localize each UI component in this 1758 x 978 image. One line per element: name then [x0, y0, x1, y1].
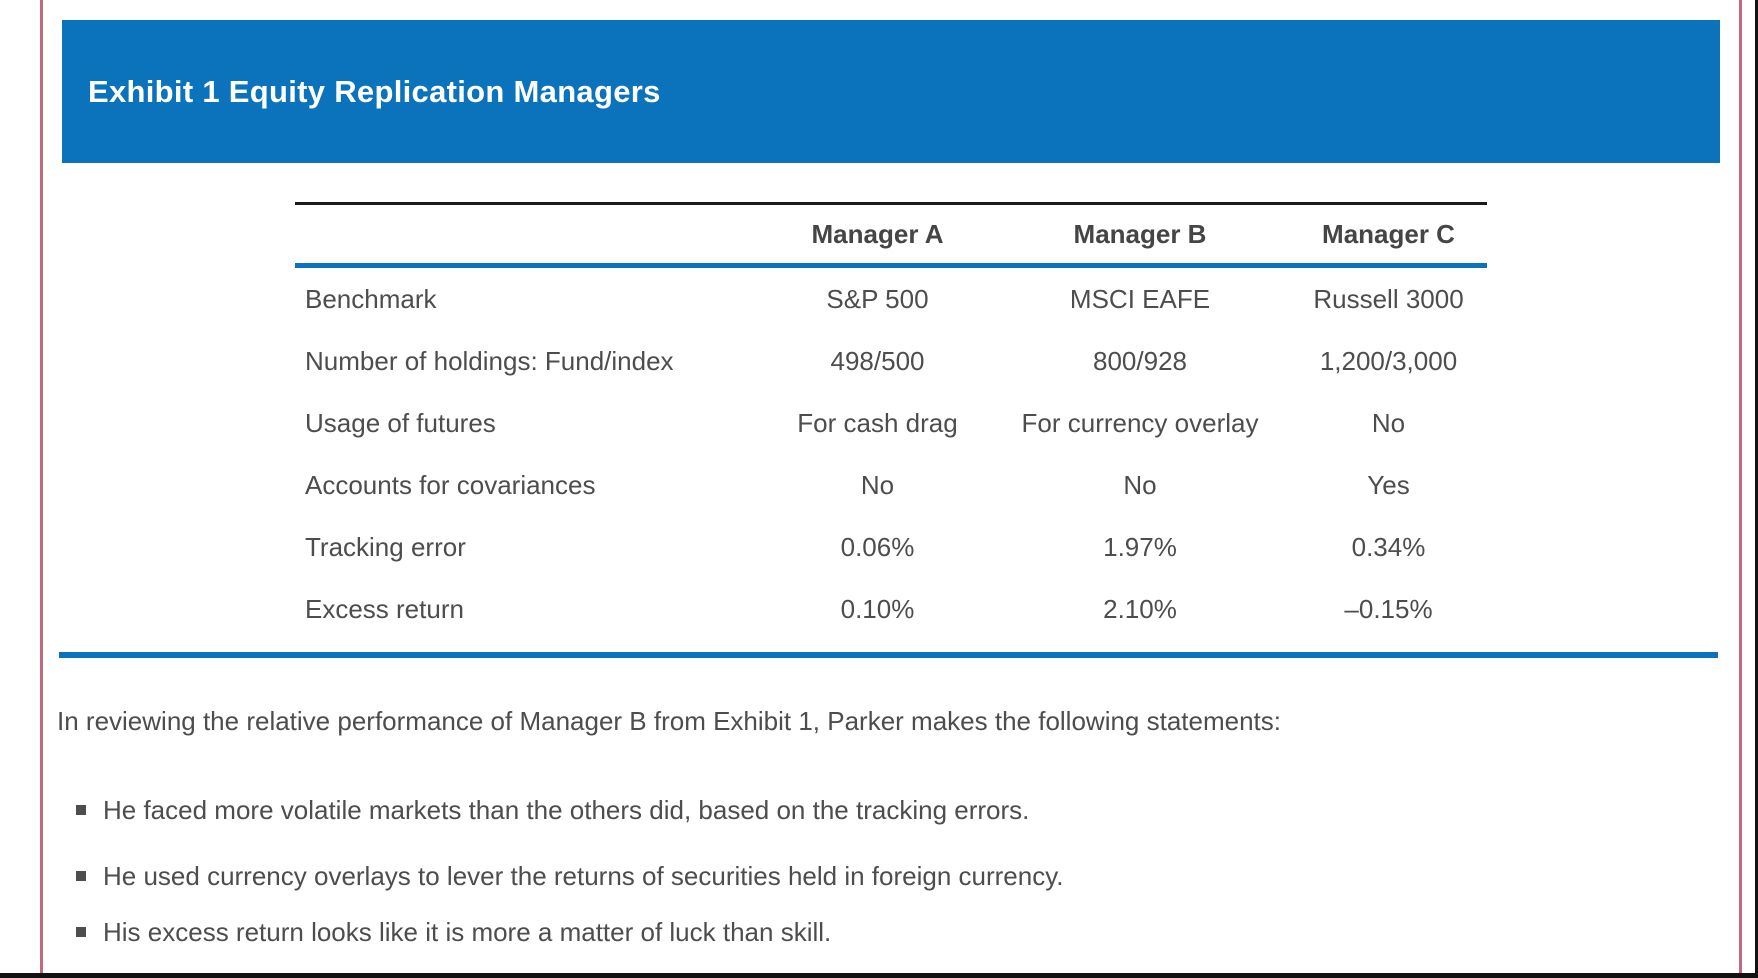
- cell-value: 0.10%: [840, 593, 915, 624]
- list-item: He used currency overlays to lever the r…: [76, 858, 1064, 894]
- cell-value: Yes: [1367, 469, 1410, 500]
- cell-value: 1,200/3,000: [1319, 345, 1458, 376]
- statement-text: He faced more volatile markets than the …: [103, 794, 1030, 825]
- column-header-manager-a: Manager A: [765, 203, 990, 268]
- cell-value: 0.06%: [840, 531, 915, 562]
- exhibit-banner: Exhibit 1 Equity Replication Managers: [62, 20, 1720, 163]
- cell-value: S&P 500: [826, 283, 929, 314]
- section-separator-rule: [59, 652, 1718, 658]
- table-row-holdings: Number of holdings: Fund/index 498/500 8…: [295, 330, 1487, 392]
- row-label: Excess return: [305, 593, 464, 624]
- exhibit-table: Manager A Manager B Manager C Benchmark …: [295, 202, 1487, 640]
- cell-value: 498/500: [830, 345, 925, 376]
- square-bullet-icon: [76, 927, 86, 937]
- cell-value: 2.10%: [1103, 593, 1177, 624]
- cell-value: For cash drag: [797, 407, 958, 438]
- column-header-manager-c: Manager C: [1290, 203, 1487, 268]
- cell-value: Russell 3000: [1313, 283, 1464, 314]
- intro-paragraph: In reviewing the relative performance of…: [57, 706, 1282, 736]
- table-row-futures: Usage of futures For cash drag For curre…: [295, 392, 1487, 454]
- table-row-tracking-error: Tracking error 0.06% 1.97% 0.34%: [295, 516, 1487, 578]
- statement-text: His excess return looks like it is more …: [103, 916, 832, 947]
- column-header-manager-b: Manager B: [990, 203, 1290, 268]
- cell-value: 0.34%: [1351, 531, 1426, 562]
- cell-value: MSCI EAFE: [1069, 283, 1211, 314]
- table-row-excess-return: Excess return 0.10% 2.10% –0.15%: [295, 578, 1487, 640]
- window-bottom-edge: [0, 973, 1758, 978]
- square-bullet-icon: [76, 871, 86, 881]
- list-item: His excess return looks like it is more …: [76, 914, 1064, 950]
- cell-value: 1.97%: [1103, 531, 1177, 562]
- cell-value: No: [1123, 469, 1157, 500]
- column-header-blank: [295, 203, 765, 268]
- window-right-edge: [1755, 0, 1758, 978]
- exhibit-title: Exhibit 1 Equity Replication Managers: [88, 73, 661, 109]
- cell-value: –0.15%: [1344, 593, 1433, 624]
- square-bullet-icon: [76, 805, 86, 815]
- cell-value: For currency overlay: [1021, 407, 1259, 438]
- row-label: Number of holdings: Fund/index: [305, 345, 674, 376]
- statements-list: He faced more volatile markets than the …: [76, 792, 1064, 950]
- table-row-benchmark: Benchmark S&P 500 MSCI EAFE Russell 3000: [295, 266, 1487, 331]
- statement-text: He used currency overlays to lever the r…: [103, 860, 1064, 891]
- row-label: Benchmark: [305, 283, 437, 314]
- cell-value: No: [860, 469, 895, 500]
- table-header-row: Manager A Manager B Manager C: [295, 203, 1487, 268]
- row-label: Tracking error: [305, 531, 466, 562]
- row-label: Usage of futures: [305, 407, 496, 438]
- table-row-covariances: Accounts for covariances No No Yes: [295, 454, 1487, 516]
- list-item: He faced more volatile markets than the …: [76, 792, 1064, 828]
- row-label: Accounts for covariances: [305, 469, 596, 500]
- cell-value: 800/928: [1093, 345, 1187, 376]
- right-margin-rule: [1739, 0, 1742, 978]
- left-margin-rule: [40, 0, 43, 978]
- cell-value: No: [1371, 407, 1406, 438]
